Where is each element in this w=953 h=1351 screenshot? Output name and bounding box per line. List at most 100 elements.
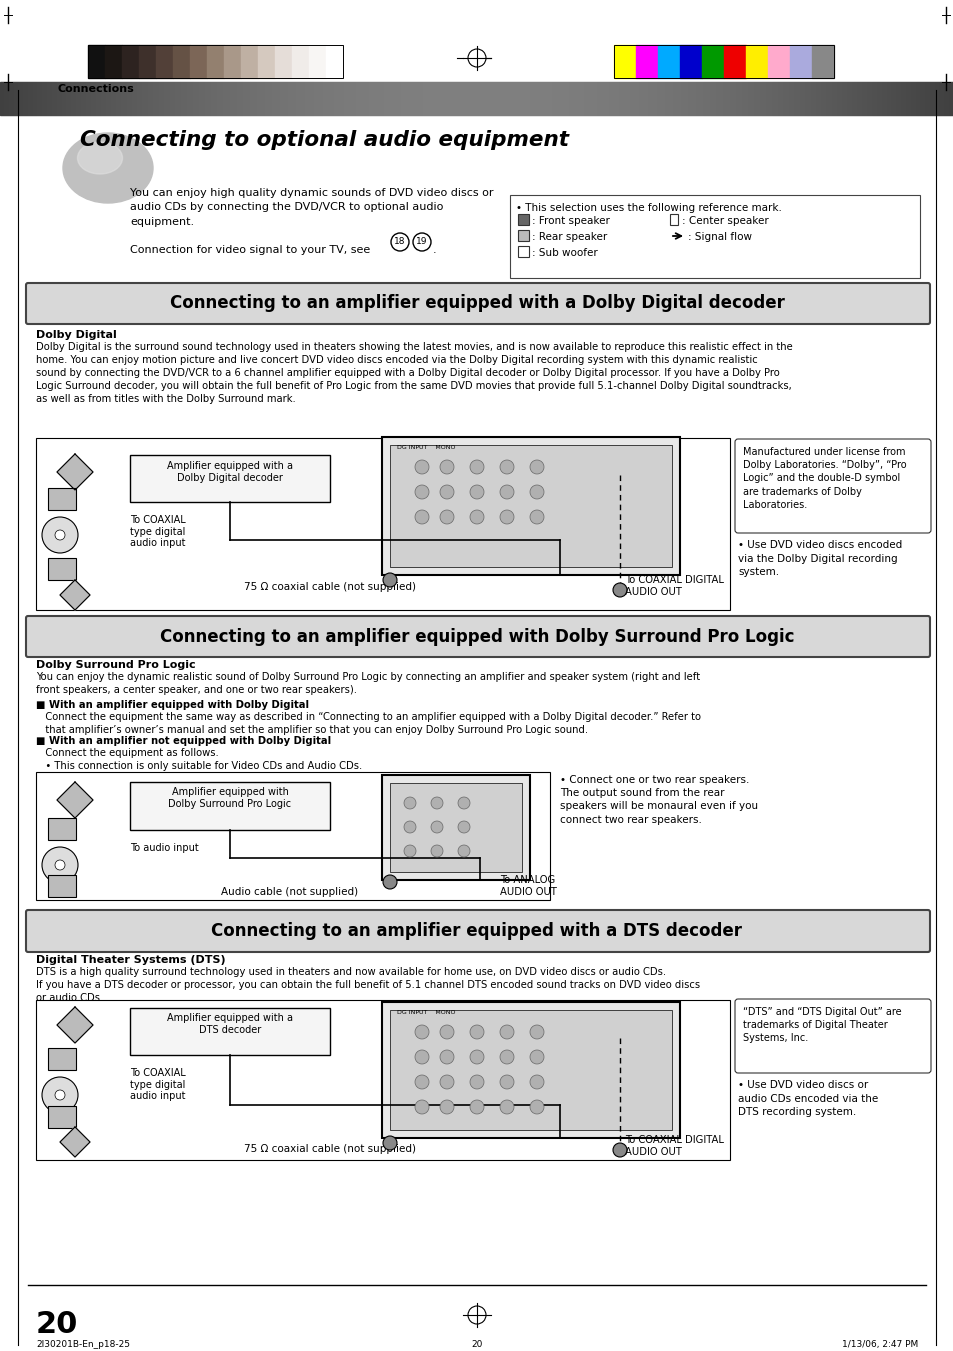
Bar	[898, 82, 899, 115]
Bar	[392, 82, 393, 115]
Bar	[622, 82, 623, 115]
Bar	[396, 82, 397, 115]
Bar	[930, 82, 931, 115]
Bar	[517, 230, 529, 240]
Bar	[896, 82, 897, 115]
Bar	[365, 82, 366, 115]
Bar	[541, 82, 542, 115]
Bar	[767, 45, 789, 78]
Bar	[902, 82, 903, 115]
Bar	[172, 45, 190, 78]
Bar	[250, 82, 251, 115]
Bar	[569, 82, 571, 115]
Bar	[400, 82, 401, 115]
Bar	[49, 82, 50, 115]
Circle shape	[530, 1050, 543, 1065]
Bar	[299, 82, 301, 115]
Bar	[63, 82, 64, 115]
Polygon shape	[60, 1127, 90, 1156]
Bar	[572, 82, 573, 115]
Bar	[106, 82, 107, 115]
Bar	[170, 82, 171, 115]
Bar	[131, 82, 132, 115]
Bar	[509, 82, 510, 115]
Bar	[457, 82, 458, 115]
Bar	[667, 82, 668, 115]
Text: : Center speaker: : Center speaker	[681, 216, 768, 226]
Bar	[879, 82, 880, 115]
Bar	[335, 82, 336, 115]
Bar	[202, 82, 203, 115]
Circle shape	[42, 517, 78, 553]
Bar	[616, 82, 617, 115]
Bar	[485, 82, 486, 115]
Bar	[241, 82, 242, 115]
Bar	[96, 82, 97, 115]
Bar	[652, 82, 654, 115]
Bar	[832, 82, 833, 115]
Bar	[773, 82, 774, 115]
Bar	[858, 82, 859, 115]
Bar	[139, 82, 140, 115]
Bar	[661, 82, 662, 115]
Bar	[408, 82, 409, 115]
Bar	[706, 82, 707, 115]
Bar	[913, 82, 914, 115]
Bar	[880, 82, 882, 115]
Bar	[117, 82, 118, 115]
Bar	[635, 82, 636, 115]
Bar	[48, 817, 76, 840]
Bar	[862, 82, 863, 115]
Bar	[916, 82, 917, 115]
Bar	[512, 82, 513, 115]
Bar	[239, 82, 240, 115]
Text: • Use DVD video discs or
audio CDs encoded via the
DTS recording system.: • Use DVD video discs or audio CDs encod…	[738, 1079, 878, 1117]
Bar	[195, 82, 196, 115]
Bar	[193, 82, 194, 115]
Bar	[347, 82, 348, 115]
Bar	[814, 82, 815, 115]
Bar	[48, 558, 76, 580]
Bar	[225, 82, 226, 115]
Bar	[359, 82, 360, 115]
Bar	[315, 82, 316, 115]
Bar	[386, 82, 387, 115]
Bar	[709, 82, 710, 115]
Bar	[594, 82, 595, 115]
Bar	[441, 82, 442, 115]
Bar	[837, 82, 838, 115]
Bar	[41, 82, 42, 115]
Bar	[130, 1008, 330, 1055]
Bar	[461, 82, 462, 115]
Bar	[507, 82, 509, 115]
Bar	[878, 82, 879, 115]
Text: Connecting to an amplifier equipped with a DTS decoder: Connecting to an amplifier equipped with…	[212, 921, 741, 940]
Bar	[608, 82, 609, 115]
Bar	[688, 82, 689, 115]
Polygon shape	[60, 580, 90, 611]
Bar	[625, 82, 626, 115]
Bar	[628, 82, 629, 115]
Bar	[644, 82, 645, 115]
Bar	[563, 82, 564, 115]
Bar	[110, 82, 111, 115]
Bar	[209, 82, 210, 115]
Bar	[562, 82, 563, 115]
Bar	[192, 82, 193, 115]
Bar	[381, 775, 530, 880]
Bar	[118, 82, 119, 115]
Bar	[378, 82, 379, 115]
Bar	[246, 82, 247, 115]
Bar	[271, 82, 272, 115]
Bar	[758, 82, 759, 115]
Bar	[876, 82, 877, 115]
Bar	[751, 82, 752, 115]
Bar	[510, 82, 511, 115]
Bar	[903, 82, 904, 115]
Bar	[589, 82, 590, 115]
Bar	[276, 82, 277, 115]
Bar	[544, 82, 545, 115]
Bar	[550, 82, 551, 115]
Bar	[907, 82, 908, 115]
Bar	[477, 82, 478, 115]
